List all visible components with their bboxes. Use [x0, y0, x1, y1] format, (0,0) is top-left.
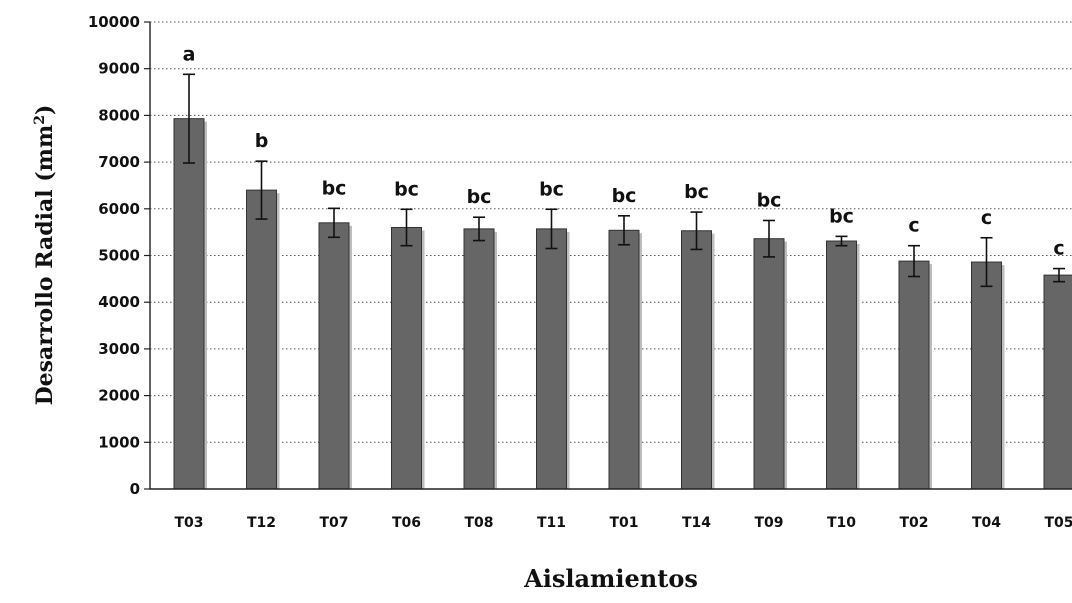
x-tick-label-T02: T02: [899, 515, 928, 531]
y-tick-label: 0: [130, 480, 140, 498]
y-axis-title: Desarrollo Radial (mm2): [32, 105, 58, 406]
significance-letter-T12: b: [255, 130, 269, 152]
bar-T04: [971, 261, 1002, 490]
bar-T09: [753, 238, 785, 490]
bar-T08: [463, 228, 495, 490]
significance-letter-T03: a: [183, 43, 196, 65]
significance-letter-T06: bc: [394, 178, 419, 200]
x-tick-label-T14: T14: [682, 515, 711, 531]
significance-letter-T11: bc: [539, 178, 564, 200]
x-tick-label-T09: T09: [754, 515, 783, 531]
significance-letter-T10: bc: [829, 205, 854, 227]
bar-T14: [681, 230, 712, 490]
bar-T02: [898, 260, 930, 490]
x-tick-label-T04: T04: [972, 515, 1001, 531]
significance-letter-T04: c: [981, 207, 992, 229]
x-tick-label-T01: T01: [609, 515, 638, 531]
y-tick-label: 7000: [98, 153, 140, 171]
x-tick-label-T12: T12: [247, 515, 276, 531]
significance-letter-T07: bc: [322, 177, 347, 199]
x-tick-label-T11: T11: [537, 515, 566, 531]
x-tick-label-T03: T03: [174, 515, 203, 531]
y-tick-label: 2000: [98, 387, 140, 405]
x-tick-label-T07: T07: [319, 515, 348, 531]
x-tick-label-T08: T08: [464, 515, 493, 531]
y-axis-title-superscript: 2: [32, 115, 48, 125]
x-tick-label-T06: T06: [392, 515, 421, 531]
significance-letter-T09: bc: [757, 189, 782, 211]
y-tick-label: 9000: [98, 60, 140, 78]
y-tick-label: 10000: [88, 13, 140, 31]
x-axis-title: Aislamientos: [523, 564, 698, 593]
significance-letter-T14: bc: [684, 181, 709, 203]
y-tick-label: 5000: [98, 247, 140, 265]
bar-T03: [173, 118, 205, 490]
bar-T06: [391, 226, 422, 490]
bar-T11: [536, 228, 567, 490]
bar-T05: [1043, 274, 1072, 490]
label-layer: 0 1000 2000 3000 4000 5000 6000 7000 8000 9000 100…: [88, 13, 1072, 531]
x-tick-label-T10: T10: [827, 515, 856, 531]
axis-layer: [144, 21, 1072, 490]
bar-T01: [608, 229, 640, 490]
y-tick-label: 1000: [98, 433, 140, 451]
y-tick-label: 4000: [98, 293, 140, 311]
significance-letter-T02: c: [908, 215, 919, 237]
y-axis-title-main: Desarrollo Radial (mm: [32, 125, 58, 406]
significance-letter-T01: bc: [612, 185, 637, 207]
significance-letter-T08: bc: [467, 186, 492, 208]
y-tick-label: 3000: [98, 340, 140, 358]
bar-layer: [173, 73, 1072, 490]
y-tick-label: 8000: [98, 106, 140, 124]
bar-T07: [318, 222, 350, 490]
significance-letter-T05: c: [1053, 238, 1064, 260]
y-axis-title-close: ): [32, 105, 58, 115]
bar-T10: [826, 240, 857, 490]
bar-T12: [246, 189, 277, 490]
x-tick-label-T05: T05: [1044, 515, 1072, 531]
y-tick-label: 6000: [98, 200, 140, 218]
